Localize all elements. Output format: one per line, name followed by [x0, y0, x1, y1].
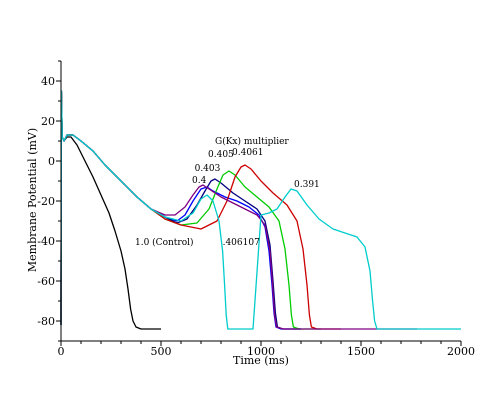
series-line-6: [60, 90, 461, 330]
series-layer: [60, 90, 461, 330]
y-tick-label: -20: [37, 195, 55, 208]
series-line-0: [60, 90, 161, 330]
series-line-5: [60, 90, 417, 330]
series-line-4: [60, 90, 341, 330]
y-tick-label: -80: [37, 315, 55, 328]
series-label-1: 0.4: [192, 176, 207, 186]
x-axis-title: Time (ms): [233, 354, 289, 367]
series-line-3: [60, 90, 321, 330]
x-tick-label: 2000: [447, 345, 475, 358]
series-label-0: 1.0 (Control): [135, 237, 194, 248]
y-tick-label: -40: [37, 235, 55, 248]
x-tick-label: 1000: [247, 345, 275, 358]
y-axis-title: Membrane Potential (mV): [26, 128, 39, 272]
x-tick-label: 0: [58, 345, 65, 358]
series-label-2: 0.403: [195, 164, 221, 174]
series-label-5: 0.391: [294, 180, 320, 190]
legend-title: G(Kx) multiplier: [215, 136, 289, 147]
x-tick-label: 500: [151, 345, 172, 358]
y-tick-label: 20: [41, 115, 55, 128]
y-tick-label: 40: [41, 75, 55, 88]
y-tick-label: 0: [48, 155, 55, 168]
axes-layer: 0 500 1000 1500 2000 -80 -60 -40 -20 0 20 40: [37, 60, 475, 358]
x-tick-label: 1500: [347, 345, 375, 358]
series-label-4: 0.4061: [232, 148, 264, 158]
series-label-3: 0.405: [208, 150, 234, 160]
y-tick-label: -60: [37, 275, 55, 288]
series-label-6: .406107: [223, 238, 260, 248]
